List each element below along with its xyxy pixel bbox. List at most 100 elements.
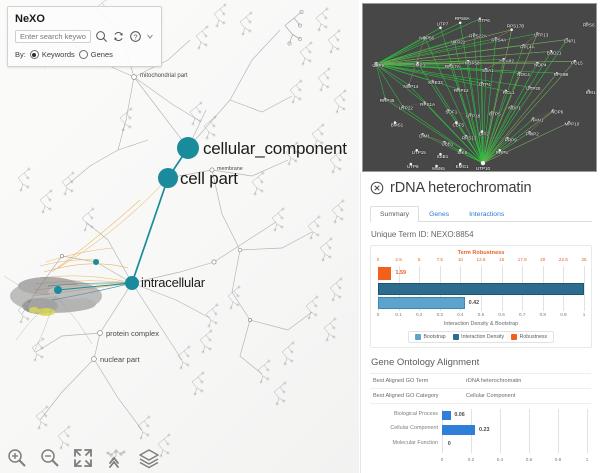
svg-text:NOP14: NOP14	[403, 84, 418, 89]
bottom-axis-ticks: 0 0.1 0.2 0.3 0.4 0.5 0.6 0.7 0.8 0.9 1	[376, 312, 586, 320]
tick: 2.5	[395, 257, 402, 262]
legend-item-interaction-density: Interaction Density	[452, 334, 504, 340]
svg-text:MSN5: MSN5	[432, 166, 445, 171]
row-value: Cellular Component	[466, 393, 516, 399]
svg-text:SSA1: SSA1	[482, 68, 494, 73]
go-category-alignment-chart: 0.06 0.23 0 Biological Process Cellular …	[370, 409, 591, 467]
ontology-canvas[interactable]: cellular_component cell part intracellul…	[0, 0, 359, 473]
radio-genes-label: Genes	[90, 50, 113, 59]
svg-text:DIP2: DIP2	[479, 131, 490, 136]
tick: 0	[376, 257, 380, 262]
bar-value-cellular-component: 0.23	[478, 427, 490, 433]
term-robustness-chart: Term Robustness 0 2.5 5 7.5 10 12.5 15 1…	[370, 245, 592, 348]
svg-text:RPS17B: RPS17B	[507, 24, 524, 29]
tick: 0.6	[525, 457, 533, 462]
radio-keywords-label: Keywords	[41, 50, 75, 59]
bar-robustness	[378, 267, 392, 280]
svg-text:RPS13: RPS13	[462, 135, 477, 140]
tick: 25	[581, 257, 587, 262]
gene-interaction-network[interactable]: UTP9 UTP10 UTP7 RPS8A UTP6 NOP56 UTP21 R…	[362, 3, 597, 172]
tick: 0.4	[496, 457, 504, 462]
tick: 10	[457, 257, 463, 262]
svg-text:NOC4: NOC4	[517, 72, 530, 77]
canvas-toolbar[interactable]	[6, 447, 160, 469]
svg-text:NOP56: NOP56	[419, 36, 434, 41]
search-panel[interactable]: NeXO ? By: Keywor	[7, 6, 162, 67]
legend-item-bootstrap: Bootstrap	[414, 334, 446, 340]
help-icon[interactable]: ?	[129, 30, 142, 43]
tab-interactions[interactable]: Interactions	[469, 211, 505, 218]
radio-keywords[interactable]: Keywords	[29, 50, 75, 59]
svg-text:UTP22: UTP22	[399, 106, 414, 111]
app-title: NeXO	[15, 13, 45, 25]
tick: 0.2	[415, 312, 423, 317]
svg-text:UTP21: UTP21	[451, 40, 466, 45]
refresh-icon[interactable]	[112, 30, 125, 43]
search-icon[interactable]	[95, 30, 108, 43]
svg-text:NAN1: NAN1	[531, 118, 544, 123]
tick: 0	[440, 457, 444, 462]
ontology-tree-graphic	[3, 0, 347, 458]
category-label-cellular-component: Cellular Component	[390, 425, 438, 431]
tick: 0.1	[395, 312, 402, 317]
svg-text:EMG1: EMG1	[456, 164, 469, 169]
svg-text:RRP12: RRP12	[454, 88, 469, 93]
fit-to-screen-icon[interactable]	[72, 447, 94, 469]
svg-text:BUD21: BUD21	[547, 50, 562, 55]
page-title: rDNA heterochromatin	[390, 180, 532, 196]
radio-keywords-dot[interactable]	[29, 50, 39, 59]
bar-value-molecular-function: 0	[447, 441, 451, 447]
svg-text:RRP9: RRP9	[505, 137, 518, 142]
svg-text:POL5: POL5	[571, 60, 583, 65]
tick: 0.8	[539, 312, 546, 317]
tick: 0.3	[436, 312, 443, 317]
svg-text:RPS9B: RPS9B	[554, 72, 569, 77]
svg-text:BMS1: BMS1	[391, 123, 404, 128]
zoom-out-icon[interactable]	[39, 447, 61, 469]
tick: 0.8	[554, 457, 562, 462]
svg-text:UTP9: UTP9	[372, 63, 384, 68]
node-label-nuclear-part: nuclear part	[100, 355, 140, 364]
radio-genes-dot[interactable]	[78, 50, 88, 59]
svg-text:UTP7: UTP7	[437, 22, 449, 27]
zoom-in-icon[interactable]	[6, 447, 28, 469]
tab-summary[interactable]: Summary	[370, 206, 420, 222]
bar-value-biological-process: 0.06	[454, 412, 465, 418]
tick: 0.4	[457, 312, 464, 317]
tab-bar[interactable]: Summary Genes Interactions	[370, 205, 592, 222]
svg-text:SIK6: SIK6	[457, 150, 467, 155]
unique-term-id: Unique Term ID: NEXO:8854	[371, 230, 474, 239]
tick: 0.2	[467, 457, 475, 462]
search-input[interactable]	[15, 30, 91, 43]
chevron-down-icon[interactable]	[146, 30, 154, 43]
tick: 7.5	[436, 257, 443, 262]
svg-text:RPS1A: RPS1A	[420, 102, 436, 107]
tick: 0	[376, 312, 380, 317]
bar-bootstrap	[378, 297, 465, 309]
svg-text:IMP3: IMP3	[414, 62, 425, 67]
axis-label-interaction-density-bootstrap: Interaction Density & Bootstrap	[443, 321, 519, 327]
row-value: rDNA heterochromatin	[466, 378, 522, 384]
tick: 12.5	[476, 257, 486, 262]
tick: 22.5	[558, 257, 568, 262]
tick: 20	[540, 257, 546, 262]
node-label-protein-complex: protein complex	[106, 329, 159, 338]
svg-text:UTP4: UTP4	[479, 82, 491, 87]
collapse-icon[interactable]	[105, 447, 127, 469]
table-row: Best Aligned GO Term rDNA heterochromati…	[370, 374, 591, 389]
svg-text:UTP5: UTP5	[489, 112, 501, 117]
legend-item-robustness: Robustness	[511, 334, 547, 340]
tab-genes[interactable]: Genes	[429, 211, 450, 218]
term-header: rDNA heterochromatin	[361, 172, 600, 196]
ontology-node-intracellular	[125, 276, 139, 290]
node-label-cellular-component: cellular_component	[203, 139, 347, 158]
svg-text:NOP1: NOP1	[508, 106, 521, 111]
layers-icon[interactable]	[138, 447, 160, 469]
radio-genes[interactable]: Genes	[78, 50, 113, 59]
close-circle-icon[interactable]	[370, 181, 384, 195]
svg-text:UBB1: UBB1	[441, 141, 453, 146]
legend-label-bootstrap: Bootstrap	[423, 334, 446, 340]
svg-text:SOF1: SOF1	[445, 110, 457, 115]
svg-text:SSB1: SSB1	[437, 154, 449, 159]
